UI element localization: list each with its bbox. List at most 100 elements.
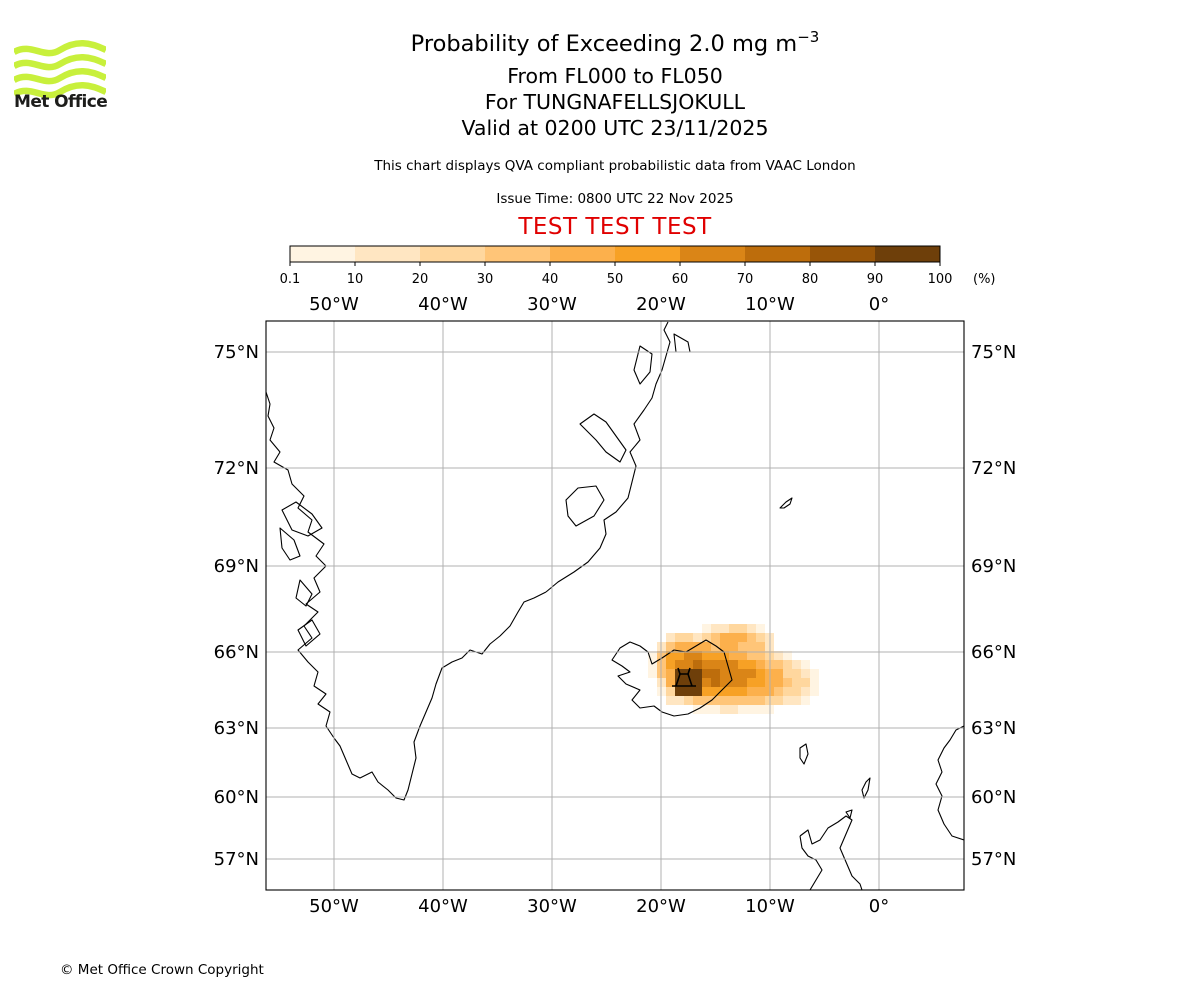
probability-cell <box>711 624 720 633</box>
logo-wave <box>14 68 106 85</box>
lat-labels-right: 75°N 72°N 69°N 66°N 63°N 60°N 57°N <box>971 342 1016 870</box>
chart-title: Probability of Exceeding 2.0 mg m−3 <box>410 28 820 57</box>
probability-cell <box>711 705 720 714</box>
probability-cell <box>729 669 738 678</box>
probability-cell <box>720 669 729 678</box>
lat-label: 57°N <box>214 849 259 870</box>
colorbar-tick-label: 70 <box>737 272 754 287</box>
probability-cell <box>702 696 711 705</box>
probability-cell <box>774 651 783 660</box>
probability-cell <box>711 669 720 678</box>
coastline-fjord-4 <box>673 333 691 353</box>
probability-cell <box>738 687 747 696</box>
coastline-isle-1 <box>281 501 323 537</box>
level-range: From FL000 to FL050 <box>507 64 723 88</box>
lat-label: 60°N <box>971 787 1016 808</box>
colorbar-tick-label: 40 <box>542 272 559 287</box>
probability-cell <box>711 687 720 696</box>
map-figure: 0.1 10 20 30 40 50 60 70 80 90 100 (%) <box>214 245 1016 917</box>
colorbar-swatch <box>875 246 941 262</box>
probability-cell <box>702 633 711 642</box>
colorbar-tick-label: 0.1 <box>280 272 301 287</box>
probability-cell <box>720 678 729 687</box>
lon-label: 50°W <box>309 896 359 917</box>
lon-label: 10°W <box>745 294 795 315</box>
probability-cell <box>738 651 747 660</box>
coastline-greenland-west <box>266 391 547 801</box>
probability-cell <box>720 633 729 642</box>
probability-cell <box>675 633 684 642</box>
probability-cell <box>729 651 738 660</box>
coastline-norway <box>935 725 964 841</box>
coastline-jan-mayen <box>779 497 793 509</box>
probability-cell <box>747 687 756 696</box>
colorbar-swatch <box>355 246 421 262</box>
probability-cell <box>729 642 738 651</box>
probability-cell <box>648 651 657 660</box>
probability-cell <box>801 660 810 669</box>
probability-cell <box>675 678 684 687</box>
colorbar: 0.1 10 20 30 40 50 60 70 80 90 100 (%) <box>280 245 996 287</box>
probability-cell <box>738 633 747 642</box>
probability-cell <box>720 687 729 696</box>
probability-cell <box>711 642 720 651</box>
probability-cell <box>729 696 738 705</box>
probability-cell <box>648 669 657 678</box>
lon-label: 20°W <box>636 896 686 917</box>
probability-cell <box>747 633 756 642</box>
probability-cell <box>756 651 765 660</box>
probability-cell <box>711 678 720 687</box>
probability-cell <box>702 642 711 651</box>
colorbar-tick-label: 50 <box>607 272 624 287</box>
coastline-fjord-1 <box>565 485 605 527</box>
probability-cell <box>711 696 720 705</box>
probability-cell <box>747 669 756 678</box>
coastline-scotland-west <box>799 835 823 890</box>
coastline-orkney <box>845 809 853 819</box>
probability-cell <box>756 669 765 678</box>
coastline-isle-2 <box>279 527 301 561</box>
probability-cell <box>684 660 693 669</box>
lat-label: 69°N <box>971 556 1016 577</box>
lat-label: 69°N <box>214 556 259 577</box>
probability-cell <box>756 705 765 714</box>
lon-labels-top: 50°W 40°W 30°W 20°W 10°W 0° <box>309 294 889 315</box>
probability-cell <box>738 624 747 633</box>
probability-cell <box>702 624 711 633</box>
probability-cell <box>675 651 684 660</box>
lon-label: 30°W <box>527 896 577 917</box>
probability-cell <box>747 678 756 687</box>
probability-cell <box>693 651 702 660</box>
probability-cell <box>666 633 675 642</box>
coastlines <box>266 321 964 890</box>
lon-label: 30°W <box>527 294 577 315</box>
colorbar-swatch <box>485 246 551 262</box>
coastline-isle-4 <box>295 579 313 607</box>
probability-cell <box>648 660 657 669</box>
coastline-greenland-east <box>545 321 671 593</box>
coastline-fjord-2 <box>579 413 627 463</box>
probability-cell <box>738 669 747 678</box>
logo-text: Met Office <box>14 92 108 112</box>
coastline-shetland <box>861 777 871 799</box>
colorbar-tick-label: 20 <box>412 272 429 287</box>
probability-cell <box>774 660 783 669</box>
probability-cell <box>810 669 819 678</box>
description: This chart displays QVA compliant probab… <box>374 158 856 174</box>
probability-cell <box>774 687 783 696</box>
probability-cell <box>729 633 738 642</box>
probability-cell <box>792 660 801 669</box>
logo-wave <box>14 54 106 71</box>
lat-label: 60°N <box>214 787 259 808</box>
probability-cell <box>756 696 765 705</box>
probability-cell <box>666 687 675 696</box>
colorbar-tick-label: 10 <box>347 272 364 287</box>
probability-cell <box>810 678 819 687</box>
lat-label: 75°N <box>971 342 1016 363</box>
probability-cell <box>702 687 711 696</box>
probability-cell <box>738 660 747 669</box>
map-gridlines <box>266 321 964 890</box>
colorbar-swatch <box>680 246 746 262</box>
probability-cell <box>693 633 702 642</box>
probability-cell <box>720 696 729 705</box>
